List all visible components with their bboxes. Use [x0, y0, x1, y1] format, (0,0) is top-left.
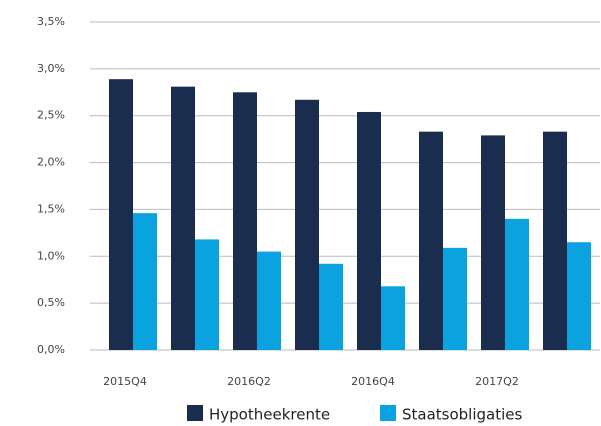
bar — [319, 263, 343, 350]
y-tick-label: 3,0% — [37, 62, 65, 75]
x-tick-label: 2017Q2 — [475, 375, 519, 388]
bar — [419, 131, 443, 350]
bar — [171, 86, 195, 351]
bar — [295, 99, 319, 350]
y-tick-label: 0,5% — [37, 296, 65, 309]
y-tick-label: 1,5% — [37, 202, 65, 215]
bar — [195, 239, 219, 350]
bar — [381, 286, 405, 350]
y-tick-label: 0,0% — [37, 343, 65, 356]
bar — [257, 251, 281, 350]
bar — [543, 131, 567, 350]
legend-swatch — [380, 405, 396, 421]
bar — [233, 92, 257, 351]
bar — [567, 242, 591, 350]
y-tick-label: 3,5% — [37, 15, 65, 28]
bar — [109, 79, 133, 350]
bar — [357, 111, 381, 350]
bar — [481, 135, 505, 350]
x-tick-label: 2016Q2 — [227, 375, 271, 388]
legend-label: Staatsobligaties — [402, 406, 523, 424]
bar — [443, 247, 467, 350]
y-tick-label: 2,5% — [37, 109, 65, 122]
legend-swatch — [187, 405, 203, 421]
y-tick-label: 1,0% — [37, 249, 65, 262]
x-tick-label: 2016Q4 — [351, 375, 395, 388]
x-tick-label: 2015Q4 — [103, 375, 147, 388]
bar — [133, 213, 157, 350]
bar — [505, 218, 529, 350]
legend-label: Hypotheekrente — [209, 406, 330, 424]
y-tick-label: 2,0% — [37, 156, 65, 169]
